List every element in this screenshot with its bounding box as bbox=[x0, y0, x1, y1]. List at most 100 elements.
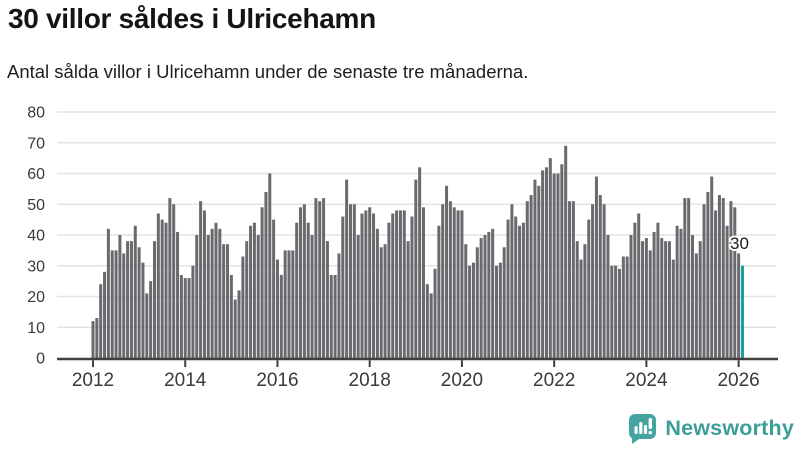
bar bbox=[141, 262, 145, 358]
bar bbox=[122, 253, 126, 358]
bar bbox=[176, 231, 180, 358]
bar bbox=[429, 293, 433, 358]
bar bbox=[279, 274, 283, 358]
x-tick-label: 2014 bbox=[164, 370, 207, 391]
bar bbox=[521, 222, 525, 358]
bar bbox=[329, 274, 333, 358]
bar bbox=[541, 170, 545, 358]
bar bbox=[518, 225, 522, 358]
y-tick-label: 20 bbox=[27, 289, 45, 306]
y-tick-label: 60 bbox=[27, 166, 45, 183]
bar bbox=[226, 244, 230, 358]
bar bbox=[575, 241, 579, 358]
bar bbox=[660, 238, 664, 358]
bar bbox=[314, 198, 318, 358]
bar bbox=[579, 259, 583, 358]
bar bbox=[345, 179, 349, 358]
bar bbox=[706, 191, 710, 358]
bar bbox=[441, 204, 445, 358]
bar bbox=[510, 204, 514, 358]
bar bbox=[495, 265, 499, 358]
bar bbox=[91, 321, 95, 358]
y-tick-label: 70 bbox=[27, 135, 45, 152]
y-tick-label: 10 bbox=[27, 320, 45, 337]
bar bbox=[149, 281, 153, 358]
bar bbox=[725, 225, 729, 358]
bar bbox=[341, 216, 345, 358]
bar bbox=[222, 244, 226, 358]
bar bbox=[372, 213, 376, 358]
bar bbox=[433, 268, 437, 358]
bar bbox=[614, 265, 618, 358]
bar bbox=[322, 198, 326, 358]
bar bbox=[418, 167, 422, 358]
bar bbox=[652, 231, 656, 358]
bar bbox=[402, 210, 406, 358]
bar bbox=[118, 235, 122, 358]
bar bbox=[667, 241, 671, 358]
bar bbox=[448, 201, 452, 358]
bar bbox=[602, 204, 606, 358]
bar bbox=[310, 235, 314, 358]
bar bbox=[702, 204, 706, 358]
bar bbox=[633, 222, 637, 358]
value-annotation: 30 bbox=[730, 234, 749, 253]
bar bbox=[671, 259, 675, 358]
bar bbox=[568, 201, 572, 358]
bar bbox=[183, 278, 187, 358]
x-tick-label: 2016 bbox=[256, 370, 298, 391]
bar bbox=[641, 241, 645, 358]
bar bbox=[387, 222, 391, 358]
bar bbox=[333, 274, 337, 358]
bar bbox=[583, 244, 587, 358]
bar bbox=[483, 235, 487, 358]
x-tick-label: 2018 bbox=[349, 370, 391, 391]
bar bbox=[506, 219, 510, 358]
bar bbox=[414, 179, 418, 358]
y-tick-label: 30 bbox=[27, 258, 45, 275]
bar bbox=[256, 235, 260, 358]
bar bbox=[348, 204, 352, 358]
bar bbox=[491, 228, 495, 358]
page-subtitle: Antal sålda villor i Ulricehamn under de… bbox=[7, 61, 529, 82]
bar bbox=[556, 173, 560, 358]
newsworthy-logo: Newsworthy bbox=[627, 412, 794, 445]
bar bbox=[533, 179, 537, 358]
bar bbox=[160, 219, 164, 358]
bar bbox=[537, 185, 541, 358]
bar bbox=[249, 225, 253, 358]
bar bbox=[437, 225, 441, 358]
bar bbox=[103, 271, 107, 358]
bar bbox=[594, 176, 598, 358]
bar bbox=[179, 274, 183, 358]
x-tick-label: 2012 bbox=[72, 370, 114, 391]
bar bbox=[529, 195, 533, 358]
bar bbox=[368, 207, 372, 358]
x-tick-label: 2022 bbox=[533, 370, 575, 391]
bar bbox=[598, 195, 602, 358]
sales-bar-chart: 0 10 20 30 40 50 60 70 80 2012 2014 2016 2018 2020 202… bbox=[27, 105, 778, 391]
bar bbox=[679, 228, 683, 358]
bar bbox=[606, 235, 610, 358]
bar bbox=[621, 256, 625, 358]
bar bbox=[710, 176, 714, 358]
bar bbox=[445, 185, 449, 358]
bar bbox=[114, 250, 118, 358]
bar bbox=[487, 231, 491, 358]
bar bbox=[291, 250, 295, 358]
bar bbox=[717, 195, 721, 358]
bar bbox=[95, 318, 99, 358]
bar bbox=[168, 198, 172, 358]
bar bbox=[544, 167, 548, 358]
bar bbox=[610, 265, 614, 358]
bar bbox=[352, 204, 356, 358]
bar bbox=[283, 250, 287, 358]
bar bbox=[687, 198, 691, 358]
bar bbox=[364, 210, 368, 358]
bar bbox=[406, 241, 410, 358]
bar bbox=[421, 207, 425, 358]
bar bbox=[202, 210, 206, 358]
bar bbox=[229, 274, 233, 358]
x-tick-label: 2026 bbox=[717, 370, 759, 391]
bar bbox=[591, 204, 595, 358]
